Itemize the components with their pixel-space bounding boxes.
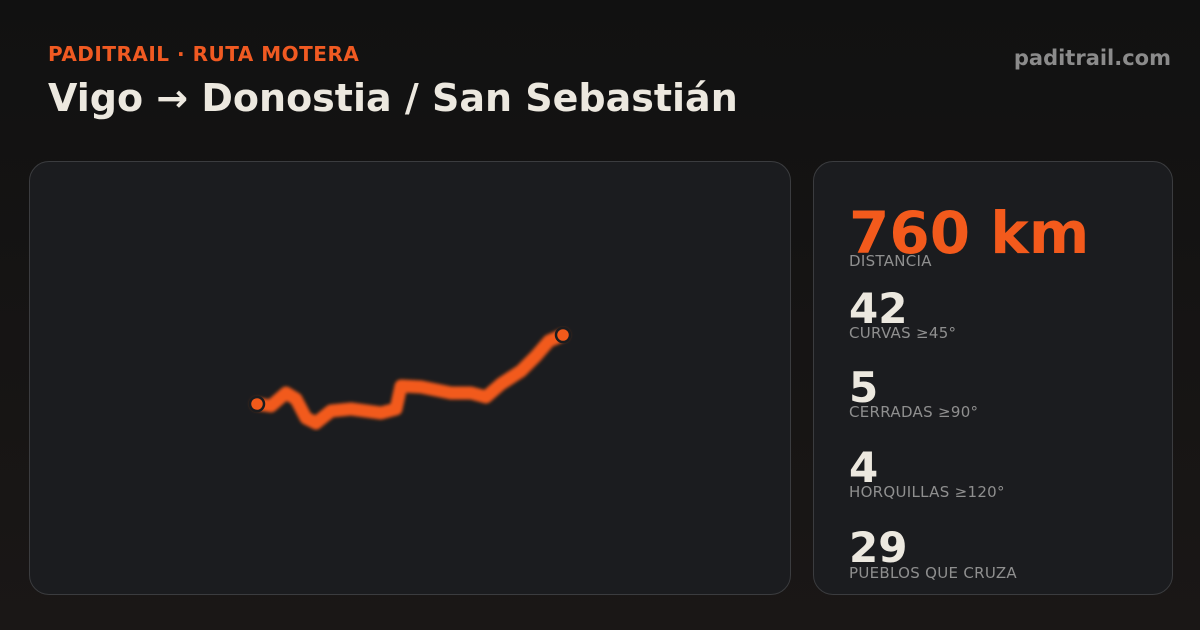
- stat-label: CURVAS ≥45°: [849, 324, 957, 342]
- stat-label: PUEBLOS QUE CRUZA: [849, 564, 1017, 582]
- route-title: Vigo → Donostia / San Sebastián: [48, 76, 738, 120]
- stats-panel: 760 km DISTANCIA 42 CURVAS ≥45° 5 CERRADAS ≥9…: [813, 161, 1173, 595]
- stat-value: 760 km: [849, 199, 1090, 267]
- end-marker: [554, 326, 572, 344]
- site-link: paditrail.com: [1013, 46, 1171, 70]
- stat-value: 42: [849, 284, 908, 333]
- route-map: [248, 326, 572, 430]
- stat-value: 4: [849, 443, 879, 492]
- brand: PADITRAIL · RUTA MOTERA: [48, 42, 360, 66]
- route-line: [250, 328, 570, 430]
- stat-value: 29: [849, 523, 908, 572]
- map-panel: [29, 161, 791, 595]
- stat-value: 5: [849, 363, 879, 412]
- stat-label: HORQUILLAS ≥120°: [849, 483, 1005, 501]
- stat-label: DISTANCIA: [849, 252, 932, 270]
- start-marker: [248, 395, 266, 413]
- stat-label: CERRADAS ≥90°: [849, 403, 979, 421]
